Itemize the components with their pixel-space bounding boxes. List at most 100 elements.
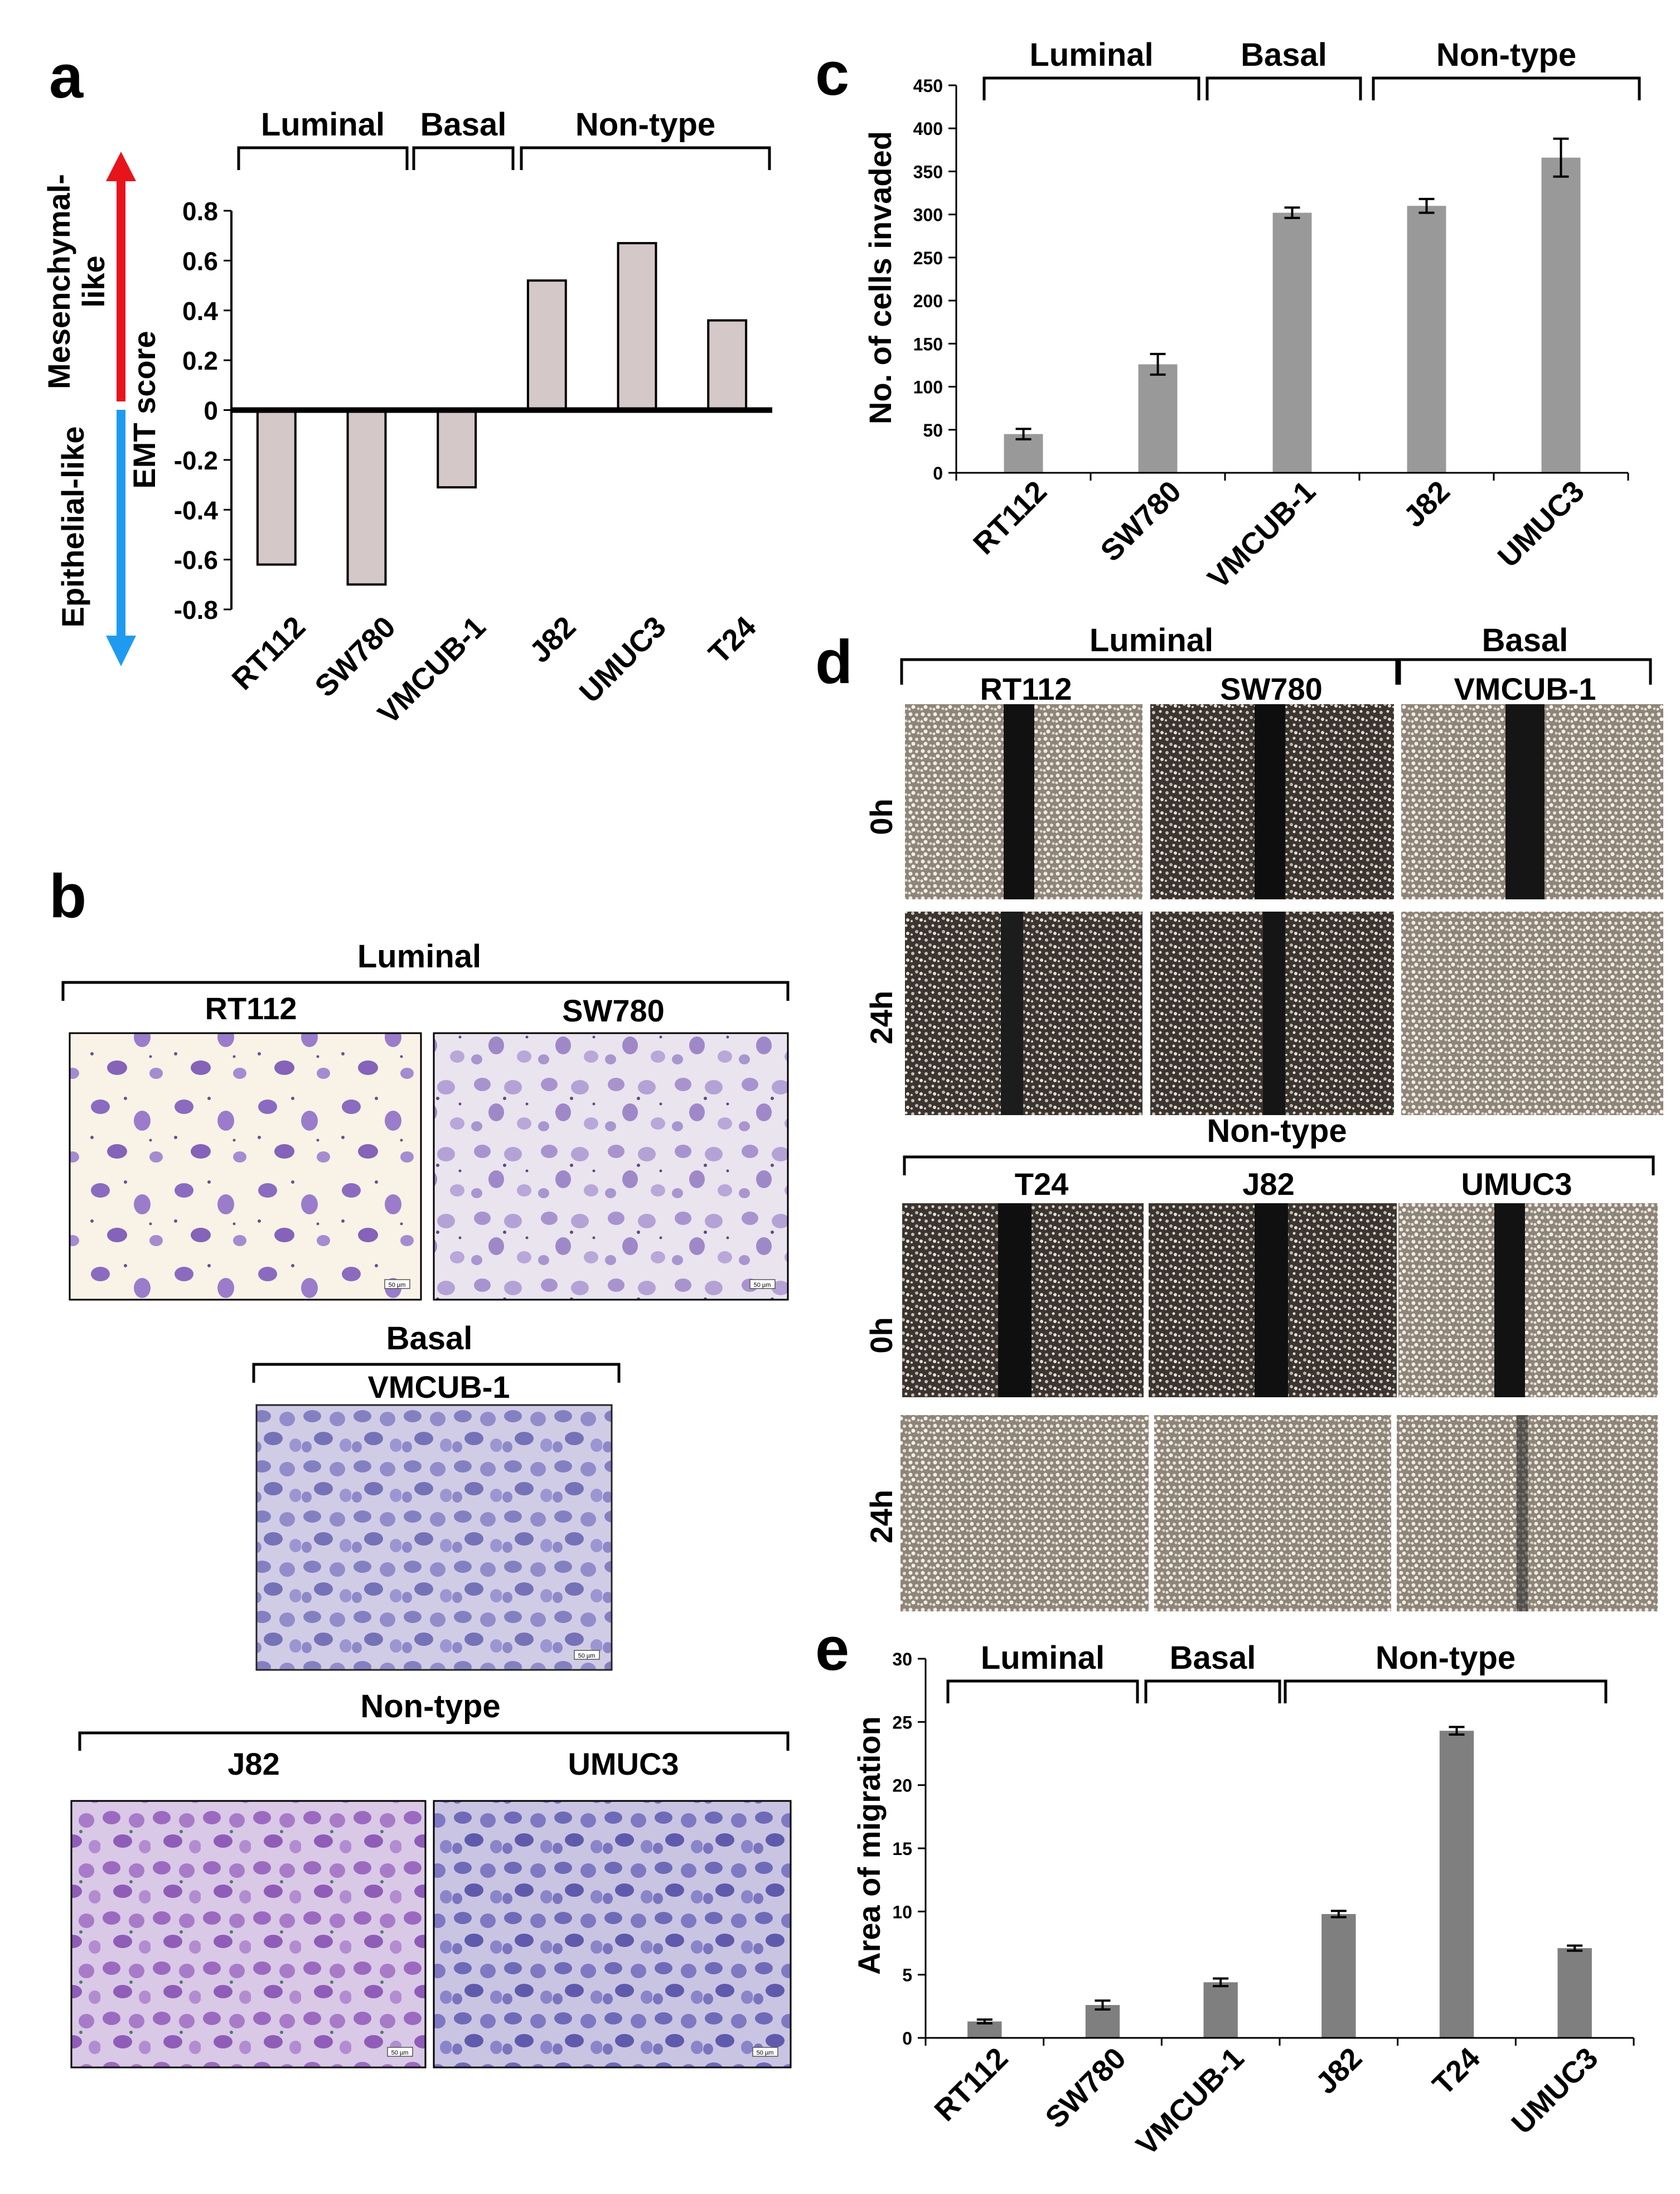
d-sw780-label: SW780 [1220, 671, 1323, 706]
d-top-0h-label: 0h [864, 798, 899, 835]
scale-bar-text-j82: 50 µm [391, 2050, 409, 2056]
d-basal-bracket [1398, 658, 1652, 685]
a-group-bracket-1 [412, 146, 515, 170]
a-ytick-label: 0.2 [182, 346, 218, 375]
scale-bar-text-vmcub1: 50 µm [578, 1653, 595, 1659]
c-bar-sw780 [1138, 364, 1178, 473]
e-category-sw780: SW780 [1039, 2041, 1132, 2135]
panel-letter-b: b [49, 862, 86, 931]
scale-bar-vmcub1 [574, 1650, 600, 1660]
c-ytick-label: 100 [913, 377, 943, 398]
d-umuc3-label: UMUC3 [1461, 1166, 1572, 1202]
e-bar-vmcub-1 [1203, 1982, 1238, 2038]
d-rt112-label: RT112 [980, 671, 1072, 706]
b-nontype-title: Non-type [360, 1688, 500, 1725]
b-basal-title: Basal [386, 1320, 473, 1357]
chart-c-yticks: 0 50 100 150 200 250 300 350 400 450 [913, 76, 956, 483]
c-bar-j82 [1407, 206, 1446, 473]
e-category-rt112: RT112 [928, 2041, 1014, 2128]
b-j82-image [70, 1800, 427, 2069]
b-luminal-title: Luminal [357, 938, 481, 975]
d-nontype-bracket [903, 1155, 1655, 1175]
a-group-label-2: Non-type [575, 106, 715, 143]
d-basal-title: Basal [1482, 622, 1568, 658]
e-group-bracket-2 [1284, 1679, 1608, 1703]
chart-a-groups: Luminal Basal Non-type [237, 106, 771, 170]
panel-letter-a: a [49, 42, 84, 111]
a-ytick-label: -0.2 [174, 446, 218, 475]
d-bottom-images [900, 1203, 1658, 1611]
a-bar-vmcub-1 [437, 409, 477, 489]
b-umuc3-label: UMUC3 [568, 1746, 679, 1781]
c-ytick-label: 250 [913, 248, 943, 268]
d-j82-label: J82 [1242, 1166, 1294, 1202]
panel-d: Luminal Basal RT112 SW780 VMCUB-1 0h 24h… [864, 622, 1663, 1611]
epithelial-label: Epithelial-like [55, 427, 90, 628]
d-umuc3-0h-gap [1494, 1203, 1525, 1397]
chart-a-axes [230, 211, 772, 609]
panel-letter-e: e [815, 1615, 849, 1683]
b-sw780-image [433, 1032, 789, 1301]
d-luminal-title: Luminal [1090, 622, 1213, 658]
e-ytick-label: 10 [892, 1902, 912, 1922]
c-bar-vmcub-1 [1272, 212, 1312, 473]
d-umuc3-24h-gap [1517, 1415, 1528, 1611]
c-group-bracket-0 [982, 76, 1200, 100]
c-category-vmcub-1: VMCUB-1 [1202, 474, 1322, 595]
scale-bar-umuc3 [752, 2047, 778, 2057]
c-category-rt112: RT112 [967, 474, 1053, 561]
b-sw780-label: SW780 [562, 993, 665, 1028]
d-luminal-bracket [900, 658, 1398, 685]
chart-e-groups: Luminal Basal Non-type [946, 1640, 1608, 1703]
c-ytick-label: 300 [913, 205, 943, 225]
e-category-j82: J82 [1309, 2041, 1368, 2100]
d-j82-24h [1154, 1415, 1391, 1611]
c-ytick-label: 450 [913, 76, 943, 96]
d-top-images [905, 704, 1663, 1115]
panel-b: Luminal RT112 SW780 Basal VMCUB-1 Non-ty… [61, 938, 792, 2069]
e-ytick-label: 20 [892, 1776, 912, 1796]
b-j82-label: J82 [227, 1746, 279, 1781]
d-t24-label: T24 [1015, 1166, 1069, 1202]
e-group-label-0: Luminal [981, 1640, 1105, 1676]
b-basal-bracket [252, 1363, 621, 1383]
d-bottom-24h-label: 24h [864, 1490, 899, 1544]
b-rt112-image [69, 1032, 422, 1301]
b-vmcub1-label: VMCUB-1 [367, 1369, 510, 1404]
c-ytick-label: 0 [933, 463, 943, 483]
a-group-bracket-2 [520, 146, 771, 170]
a-category-umuc3: UMUC3 [573, 610, 672, 709]
chart-a: Mesenchymal-like Epithelial-like EMT sco… [41, 106, 772, 730]
chart-c-groups: Luminal Basal Non-type [982, 37, 1641, 100]
b-vmcub1-image [255, 1404, 613, 1671]
e-bar-j82 [1321, 1914, 1356, 2038]
a-bar-j82 [526, 279, 567, 411]
c-category-j82: J82 [1397, 474, 1456, 534]
c-bar-umuc3 [1541, 157, 1581, 473]
e-category-t24: T24 [1426, 2041, 1487, 2101]
a-bar-t24 [707, 319, 748, 411]
d-vmcub1-24h [1401, 912, 1663, 1115]
e-ytick-label: 15 [892, 1839, 912, 1859]
a-category-t24: T24 [702, 610, 762, 670]
a-bar-rt112 [256, 409, 297, 566]
a-category-j82: J82 [523, 610, 582, 669]
scale-bar-rt112 [384, 1279, 410, 1289]
d-rt112-0h-gap [1004, 704, 1034, 899]
e-ytick-label: 25 [892, 1712, 912, 1732]
b-luminal-bracket [61, 981, 790, 1001]
e-ytick-label: 5 [902, 1965, 912, 1985]
a-group-label-0: Luminal [261, 106, 385, 143]
e-group-label-1: Basal [1170, 1640, 1256, 1676]
c-group-label-0: Luminal [1029, 37, 1153, 73]
d-vmcub1-label: VMCUB-1 [1454, 671, 1596, 706]
scale-bar-text-umuc3: 50 µm [757, 2050, 774, 2056]
chart-c-ylabel: No. of cells invaded [863, 131, 898, 424]
c-ytick-label: 150 [913, 334, 943, 354]
chart-c: No. of cells invaded 0 50 100 150 200 250 300 3… [863, 37, 1641, 595]
chart-e: Area of migration 0 5 10 15 20 25 30 RT112 SW78… [851, 1640, 1635, 2162]
mesenchymal-label-line1: Mesenchymal- [41, 174, 76, 389]
